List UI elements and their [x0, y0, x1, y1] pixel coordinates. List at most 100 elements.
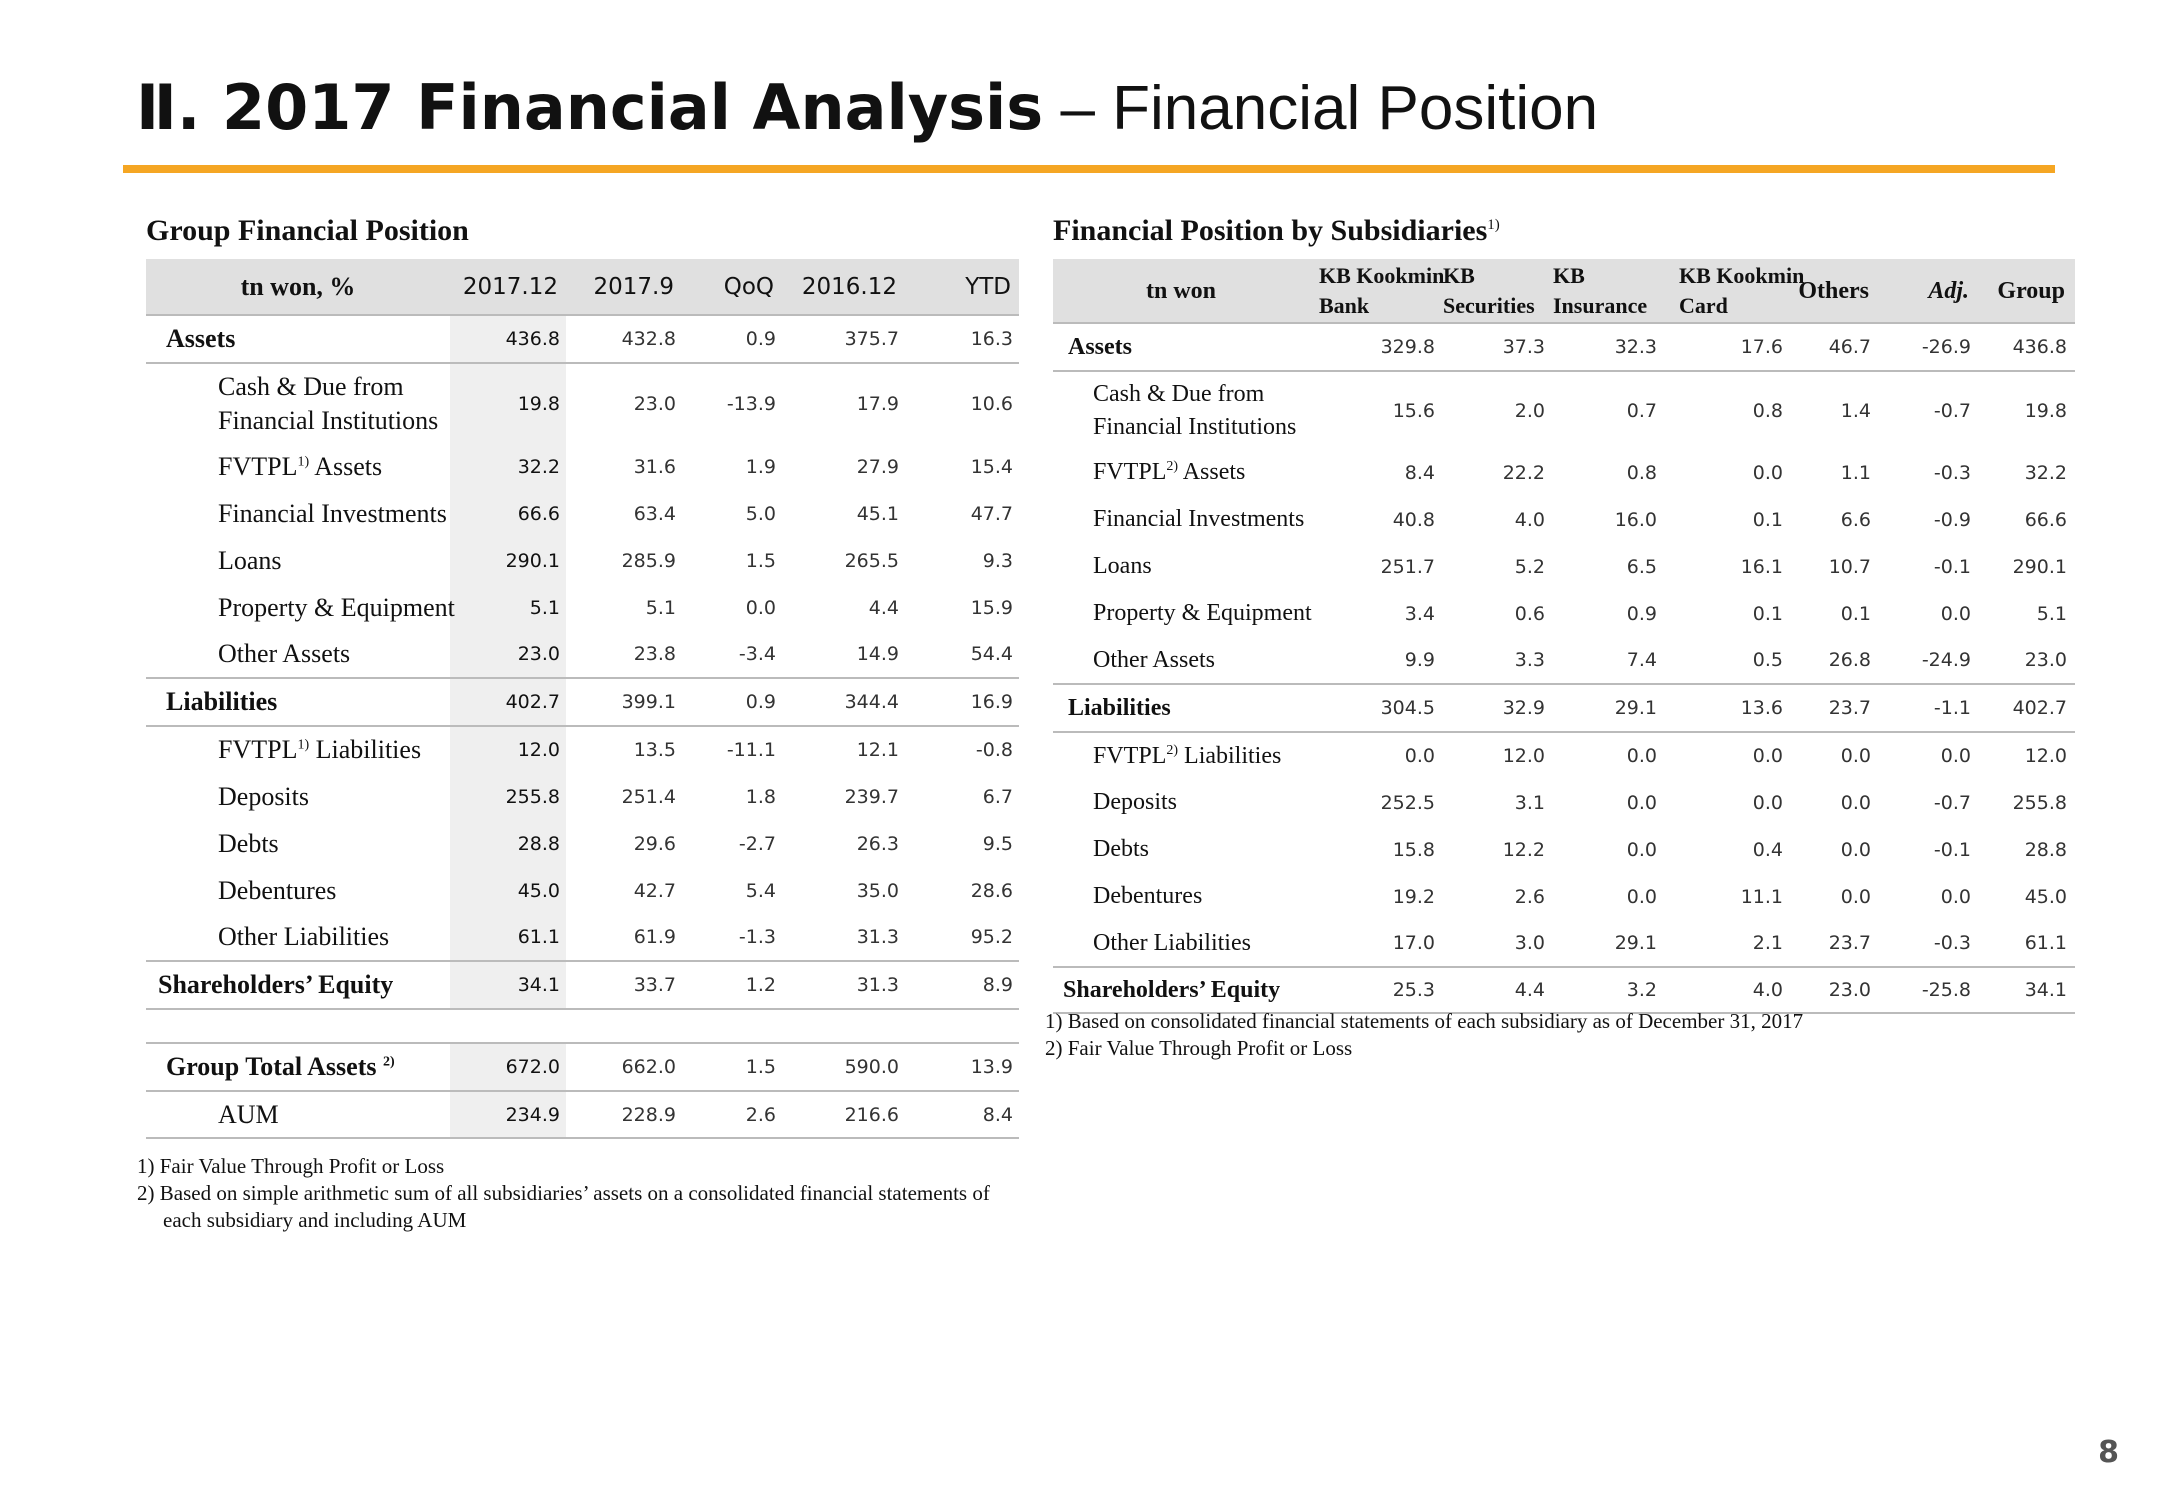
cell: 46.7	[1791, 322, 1879, 371]
cell: -0.1	[1933, 555, 1971, 578]
cell: 290.1	[2012, 555, 2067, 578]
table-row: Financial Investments 66.6 63.4 5.0 45.1…	[146, 490, 1019, 537]
table-row: Property & Equipment 5.1 5.1 0.0 4.4 15.…	[146, 584, 1019, 631]
table-row: Property & Equipment 3.4 0.6 0.9 0.1 0.1…	[1053, 590, 2075, 637]
cell: 32.9	[1443, 683, 1553, 732]
row-label: Assets	[146, 314, 450, 363]
cell: 1.4	[1791, 370, 1879, 449]
cell: 13.5	[566, 725, 682, 773]
subsidiaries-title-text: Financial Position by Subsidiaries	[1053, 214, 1488, 247]
cell: 29.1	[1553, 683, 1665, 732]
group-financial-position-table: tn won, % 2017.12 2017.9 QoQ 2016.12 YTD…	[146, 259, 1019, 1139]
row-label: Property & Equipment	[1093, 600, 1312, 626]
cell: 27.9	[856, 455, 899, 478]
cell: 19.2	[1392, 885, 1435, 908]
cell: 16.3	[905, 314, 1019, 363]
cell: 32.3	[1553, 322, 1665, 371]
cell: 2.0	[1443, 370, 1553, 449]
cell: 9.3	[982, 549, 1013, 572]
cell: 2.1	[1752, 932, 1783, 954]
row-label: Loans	[218, 545, 282, 575]
table-row: Other Liabilities 17.0 3.0 29.1 2.1 23.7…	[1053, 920, 2075, 967]
cell: 23.0	[1791, 966, 1879, 1014]
cell: 17.0	[1392, 932, 1435, 954]
right-footnote-2: 2) Fair Value Through Profit or Loss	[1045, 1036, 1353, 1060]
header-col: QoQ	[723, 273, 774, 300]
header-col: YTD	[965, 273, 1011, 300]
cell: 0.0	[1665, 731, 1791, 779]
cell: 255.8	[450, 773, 566, 820]
table-row: Other Assets 23.0 23.8 -3.4 14.9 54.4	[146, 631, 1019, 678]
table-row: Cash & Due from Financial Institutions 1…	[1053, 370, 2075, 449]
cell: 61.1	[2024, 932, 2067, 954]
cell: 5.1	[2036, 602, 2067, 625]
cell: 0.7	[1553, 370, 1665, 449]
cell: 95.2	[970, 926, 1013, 948]
row-label: Loans	[1093, 553, 1152, 579]
table-row: Shareholders’ Equity 34.1 33.7 1.2 31.3 …	[146, 960, 1019, 1010]
cell: 2.6	[682, 1091, 782, 1139]
cell: 22.2	[1502, 461, 1545, 484]
cell: 1.8	[745, 785, 776, 808]
cell: 23.8	[633, 643, 676, 665]
cell: 23.7	[1791, 683, 1879, 732]
cell: 17.6	[1665, 322, 1791, 371]
row-label: Shareholders’ Equity	[146, 960, 450, 1010]
row-label: Cash & Due from Financial Institutions	[146, 362, 450, 443]
header-unit: tn won	[1145, 277, 1217, 304]
row-label: Other Liabilities	[218, 922, 390, 951]
table-row: Financial Investments 40.8 4.0 16.0 0.1 …	[1053, 496, 2075, 543]
row-label: Liabilities	[146, 677, 450, 726]
cell: 4.4	[868, 596, 899, 619]
cell: 436.8	[450, 314, 566, 363]
cell: 0.1	[1840, 602, 1871, 625]
table-header-row: tn won, % 2017.12 2017.9 QoQ 2016.12 YTD	[146, 259, 1019, 315]
cell: 228.9	[566, 1091, 682, 1139]
left-footnote-3: each subsidiary and including AUM	[163, 1208, 467, 1232]
table-row: Other Liabilities 61.1 61.9 -1.3 31.3 95…	[146, 914, 1019, 961]
cell: 16.0	[1614, 508, 1657, 531]
cell: 26.8	[1828, 649, 1871, 671]
cell: 265.5	[844, 549, 899, 572]
cell: 432.8	[566, 314, 682, 363]
cell: 28.8	[2024, 838, 2067, 861]
cell: 45.0	[450, 867, 566, 914]
cell: 19.8	[450, 362, 566, 443]
cell: 28.6	[970, 879, 1013, 902]
cell: 19.8	[1979, 370, 2075, 449]
cell: 47.7	[970, 502, 1013, 525]
table-row: FVTPL1) Liabilities 12.0 13.5 -11.1 12.1…	[146, 725, 1019, 773]
cell: 23.0	[450, 631, 566, 678]
cell: 1.5	[682, 1042, 782, 1092]
subsidiaries-position-title: Financial Position by Subsidiaries1)	[1053, 214, 1500, 248]
row-label: Other Liabilities	[1093, 929, 1251, 956]
cell: 0.9	[1626, 602, 1657, 625]
cell: 45.0	[2024, 885, 2067, 908]
cell: 9.5	[982, 832, 1013, 855]
row-label: Debentures	[1093, 883, 1203, 909]
cell: 0.5	[1752, 649, 1783, 671]
cell: -13.9	[682, 362, 782, 443]
cell: 1.1	[1840, 461, 1871, 484]
cell: 15.6	[1309, 370, 1443, 449]
cell: 0.4	[1752, 838, 1783, 861]
cell: 3.3	[1514, 649, 1545, 671]
cell: 0.8	[1626, 461, 1657, 484]
cell: 399.1	[566, 677, 682, 726]
cell: 12.0	[1979, 731, 2075, 779]
cell: 42.7	[633, 879, 676, 902]
cell: 0.0	[1840, 838, 1871, 861]
cell: 402.7	[1979, 683, 2075, 732]
header-col: Group	[1997, 277, 2065, 304]
page-title-sub: – Financial Position	[1043, 74, 1599, 143]
table-row: Debts 28.8 29.6 -2.7 26.3 9.5	[146, 820, 1019, 867]
cell: 290.1	[450, 537, 566, 584]
cell: -25.8	[1879, 966, 1979, 1014]
cell: 31.3	[856, 926, 899, 948]
header-col: KB Securities	[1443, 262, 1535, 318]
cell: 15.4	[970, 455, 1013, 478]
cell: -0.7	[1879, 370, 1979, 449]
cell: 436.8	[1979, 322, 2075, 371]
cell: 239.7	[844, 785, 899, 808]
cell: 23.7	[1828, 932, 1871, 954]
